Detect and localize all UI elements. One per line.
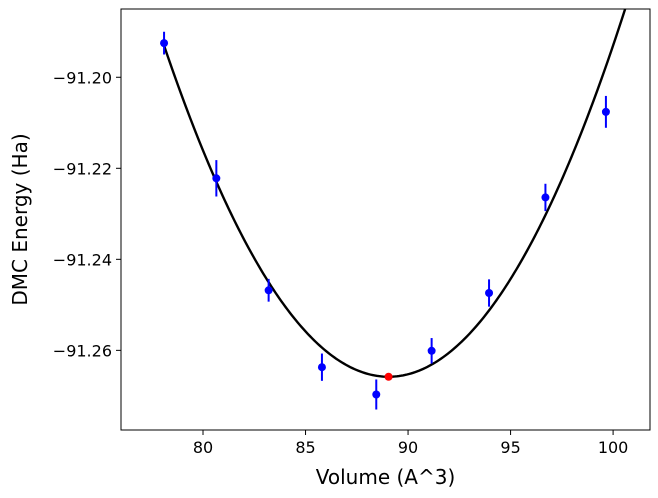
minimum-point (384, 372, 393, 381)
data-point (427, 346, 436, 355)
data-point (317, 363, 326, 372)
y-axis-ticks: −91.20 −91.22 −91.24 −91.26 (53, 68, 121, 360)
x-axis-ticks: 80 85 90 95 100 (193, 430, 629, 457)
data-point (372, 390, 381, 399)
fit-curve (162, 9, 627, 378)
x-tick-label: 85 (295, 438, 315, 457)
plot-frame (120, 8, 651, 431)
data-point (160, 39, 169, 48)
y-tick-label: −91.26 (53, 341, 112, 360)
x-tick-label: 90 (398, 438, 418, 457)
plot-area (160, 9, 627, 410)
y-tick-label: −91.24 (53, 250, 112, 269)
x-tick-label: 95 (500, 438, 520, 457)
data-point (541, 193, 550, 202)
data-point (601, 107, 610, 116)
y-tick-label: −91.22 (53, 159, 112, 178)
x-tick-label: 100 (598, 438, 629, 457)
data-point (212, 174, 221, 183)
y-tick-label: −91.20 (53, 68, 112, 87)
x-axis-label: Volume (A^3) (316, 465, 456, 489)
data-point (264, 286, 273, 295)
x-tick-label: 80 (193, 438, 213, 457)
y-axis-label: DMC Energy (Ha) (8, 133, 32, 305)
data-point (485, 289, 494, 298)
